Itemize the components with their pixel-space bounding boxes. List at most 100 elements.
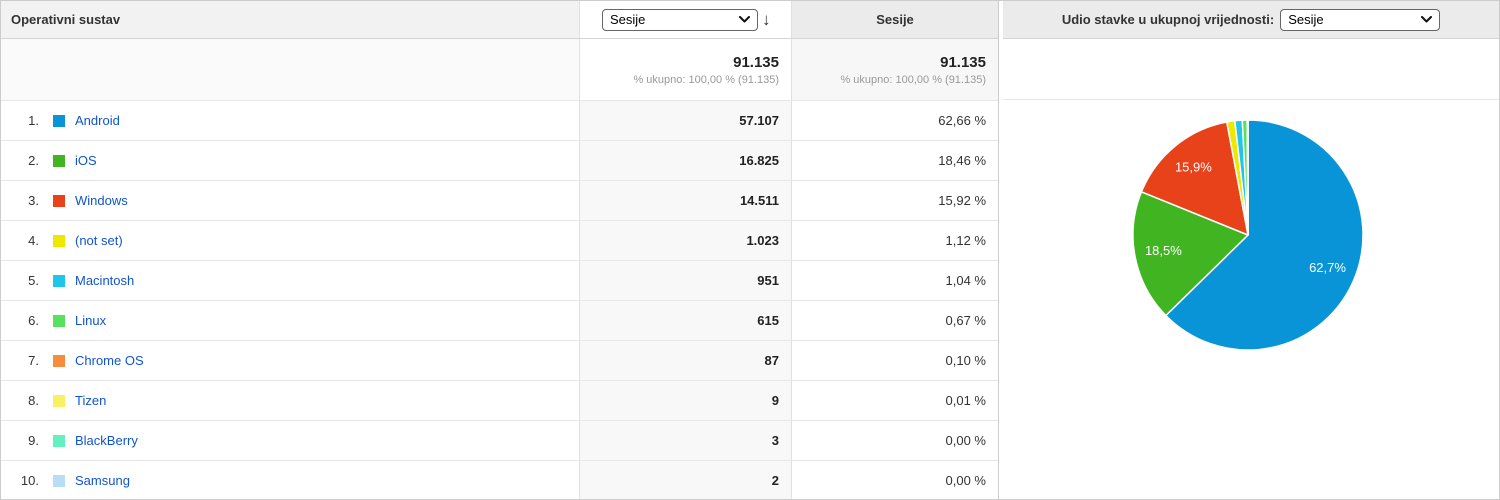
sessions-percent: 62,66 %: [938, 113, 986, 128]
sessions-value: 951: [757, 273, 779, 288]
share-metric-select[interactable]: Sesije: [1280, 8, 1441, 31]
row-rank: 3.: [28, 193, 39, 208]
os-name-cell: 3. Windows: [1, 181, 579, 220]
row-rank: 6.: [28, 313, 39, 328]
table-header-row: Operativni sustav Sesije ↓ Sesije: [1, 1, 998, 39]
os-link[interactable]: Android: [75, 113, 120, 128]
pie-chart: 62,7% 18,5% 15,9%: [1003, 100, 1499, 498]
legend-color-swatch: [53, 274, 65, 287]
sessions-percent: 1,12 %: [945, 233, 986, 248]
sessions-value-cell: 3: [579, 421, 791, 460]
total-sessions-subtext-2: % ukupno: 100,00 % (91.135): [840, 73, 986, 86]
sort-descending-icon[interactable]: ↓: [762, 10, 771, 29]
sessions-percent-cell: 15,92 %: [791, 181, 998, 220]
sessions-value-cell: 57.107: [579, 101, 791, 140]
totals-empty-cell: [1, 39, 579, 100]
table-row: 5. Macintosh 951 1,04 %: [1, 261, 998, 301]
share-metric-select-value: Sesije: [1288, 12, 1324, 27]
sessions-percent: 1,04 %: [945, 273, 986, 288]
sessions-percent: 0,01 %: [945, 393, 986, 408]
sessions-value-cell: 615: [579, 301, 791, 340]
table-row: 6. Linux 615 0,67 %: [1, 301, 998, 341]
sessions-value-cell: 2: [579, 461, 791, 499]
dimension-header-cell: Operativni sustav: [1, 1, 579, 38]
pie-slice-windows[interactable]: [1140, 121, 1249, 236]
sessions-value: 14.511: [739, 193, 779, 208]
pie-slice-ios[interactable]: [1132, 191, 1249, 317]
row-rank: 2.: [28, 153, 39, 168]
row-rank: 7.: [28, 353, 39, 368]
os-name-cell: 2. iOS: [1, 141, 579, 180]
table-row: 10. Samsung 2 0,00 %: [1, 461, 998, 499]
metric-select[interactable]: Sesije: [602, 8, 758, 31]
legend-color-swatch: [53, 154, 65, 167]
os-link[interactable]: (not set): [75, 233, 123, 248]
sessions-percent: 15,92 %: [938, 193, 986, 208]
pie-chart-svg[interactable]: 62,7% 18,5% 15,9%: [1003, 100, 1499, 498]
os-link[interactable]: Chrome OS: [75, 353, 144, 368]
sessions-percent: 0,10 %: [945, 353, 986, 368]
sessions-value-cell: 9: [579, 381, 791, 420]
sessions-percent-cell: 0,00 %: [791, 461, 998, 499]
sessions-value: 9: [771, 393, 779, 408]
legend-color-swatch: [53, 194, 65, 207]
os-name-cell: 4. (not set): [1, 221, 579, 260]
chart-header-label: Udio stavke u ukupnoj vrijednosti:: [1061, 12, 1275, 27]
pie-slice-percent-label: 62,7%: [1309, 260, 1346, 275]
os-name-cell: 7. Chrome OS: [1, 341, 579, 380]
os-link[interactable]: Samsung: [75, 473, 130, 488]
sessions-percent-cell: 0,01 %: [791, 381, 998, 420]
sessions-value: 87: [764, 353, 779, 368]
os-link[interactable]: Windows: [75, 193, 128, 208]
legend-color-swatch: [53, 434, 65, 447]
table-row: 9. BlackBerry 3 0,00 %: [1, 421, 998, 461]
os-link[interactable]: Tizen: [75, 393, 107, 408]
sessions-percent-cell: 1,04 %: [791, 261, 998, 300]
sessions-value: 615: [757, 313, 779, 328]
sessions-value: 3: [771, 433, 779, 448]
totals-row: 91.135 % ukupno: 100,00 % (91.135) 91.13…: [1, 39, 998, 101]
table-body: 1. Android 57.107 62,66 % 2. iOS 16.825 18,46 %…: [1, 101, 998, 499]
sessions-column-header-cell[interactable]: Sesije: [791, 1, 998, 38]
chart-spacer-band: [1003, 39, 1499, 100]
legend-color-swatch: [53, 234, 65, 247]
row-rank: 10.: [20, 473, 39, 488]
os-name-cell: 6. Linux: [1, 301, 579, 340]
sessions-value-cell: 1.023: [579, 221, 791, 260]
legend-color-swatch: [53, 354, 65, 367]
table-row: 3. Windows 14.511 15,92 %: [1, 181, 998, 221]
chevron-down-icon: [1421, 16, 1433, 23]
os-name-cell: 10. Samsung: [1, 461, 579, 499]
legend-color-swatch: [53, 314, 65, 327]
os-link[interactable]: BlackBerry: [75, 433, 138, 448]
sessions-value: 2: [771, 473, 779, 488]
sessions-percent-cell: 62,66 %: [791, 101, 998, 140]
os-link[interactable]: iOS: [75, 153, 97, 168]
row-rank: 4.: [28, 233, 39, 248]
dimension-header-label: Operativni sustav: [11, 12, 121, 27]
sessions-value: 1.023: [746, 233, 779, 248]
sessions-percent-cell: 0,67 %: [791, 301, 998, 340]
sessions-percent: 0,00 %: [945, 473, 986, 488]
legend-color-swatch: [53, 114, 65, 127]
pie-slice-android[interactable]: [1165, 119, 1364, 351]
sessions-value: 57.107: [739, 113, 779, 128]
row-rank: 1.: [28, 113, 39, 128]
table-row: 7. Chrome OS 87 0,10 %: [1, 341, 998, 381]
sessions-percent-cell: 0,10 %: [791, 341, 998, 380]
pie-slice-percent-label: 15,9%: [1175, 160, 1212, 175]
chart-header: Udio stavke u ukupnoj vrijednosti: Sesij…: [1003, 1, 1499, 39]
sessions-value-cell: 951: [579, 261, 791, 300]
table-row: 2. iOS 16.825 18,46 %: [1, 141, 998, 181]
sessions-value-cell: 87: [579, 341, 791, 380]
chevron-down-icon: [739, 16, 750, 23]
table-row: 1. Android 57.107 62,66 %: [1, 101, 998, 141]
os-link[interactable]: Linux: [75, 313, 107, 328]
totals-primary-cell: 91.135 % ukupno: 100,00 % (91.135): [579, 39, 791, 100]
total-sessions-value-2: 91.135: [940, 53, 986, 71]
totals-secondary-cell: 91.135 % ukupno: 100,00 % (91.135): [791, 39, 998, 100]
legend-color-swatch: [53, 394, 65, 407]
table-row: 4. (not set) 1.023 1,12 %: [1, 221, 998, 261]
sessions-value-cell: 14.511: [579, 181, 791, 220]
os-link[interactable]: Macintosh: [75, 273, 135, 288]
